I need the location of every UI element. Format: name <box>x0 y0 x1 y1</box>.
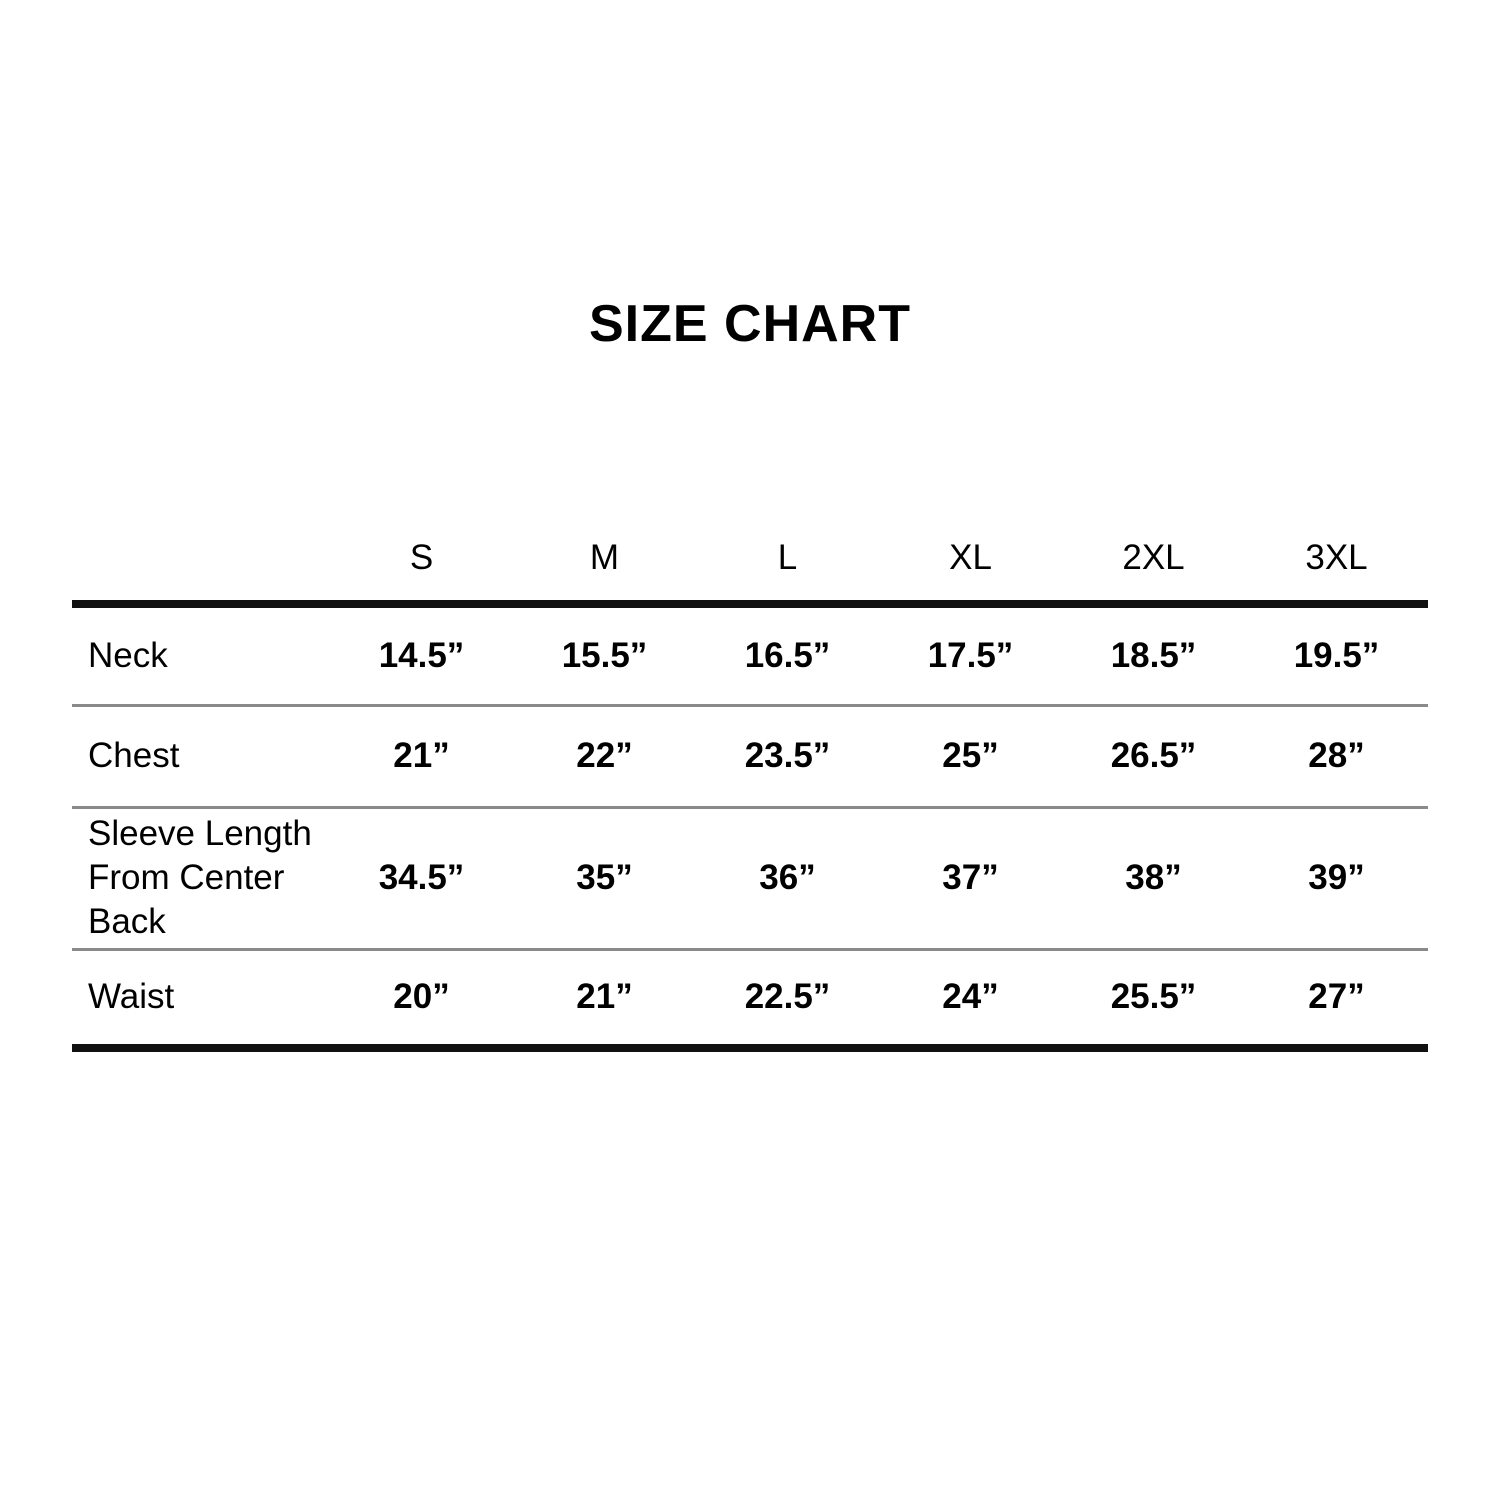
table-row-chest: Chest 21” 22” 23.5” 25” 26.5” 28” <box>72 705 1428 809</box>
row-label: Waist <box>72 949 330 1052</box>
cell-value: 38” <box>1062 807 1245 951</box>
table-row-neck: Neck 14.5” 15.5” 16.5” 17.5” 18.5” 19.5” <box>72 604 1428 707</box>
cell-value: 36” <box>696 807 879 951</box>
row-label: Chest <box>72 705 330 809</box>
cell-value: 34.5” <box>330 807 513 951</box>
cell-value: 21” <box>513 949 696 1052</box>
cell-value: 21” <box>330 705 513 809</box>
cell-value: 19.5” <box>1245 604 1428 707</box>
size-chart-table: S M L XL 2XL 3XL Neck 14.5” 15.5” 16.5” … <box>72 516 1428 1052</box>
table-row-sleeve-length: Sleeve Length From Center Back 34.5” 35”… <box>72 807 1428 951</box>
cell-value: 16.5” <box>696 604 879 707</box>
cell-value: 37” <box>879 807 1062 951</box>
header-cell-3xl: 3XL <box>1245 516 1428 608</box>
page-title: SIZE CHART <box>589 295 911 353</box>
header-cell-xl: XL <box>879 516 1062 608</box>
cell-value: 15.5” <box>513 604 696 707</box>
cell-value: 26.5” <box>1062 705 1245 809</box>
cell-value: 24” <box>879 949 1062 1052</box>
cell-value: 35” <box>513 807 696 951</box>
cell-value: 23.5” <box>696 705 879 809</box>
cell-value: 17.5” <box>879 604 1062 707</box>
row-label: Sleeve Length From Center Back <box>72 807 330 951</box>
cell-value: 25” <box>879 705 1062 809</box>
cell-value: 22.5” <box>696 949 879 1052</box>
header-cell-2xl: 2XL <box>1062 516 1245 608</box>
cell-value: 27” <box>1245 949 1428 1052</box>
header-cell-l: L <box>696 516 879 608</box>
header-cell-m: M <box>513 516 696 608</box>
cell-value: 22” <box>513 705 696 809</box>
cell-value: 18.5” <box>1062 604 1245 707</box>
header-cell-s: S <box>330 516 513 608</box>
cell-value: 25.5” <box>1062 949 1245 1052</box>
cell-value: 28” <box>1245 705 1428 809</box>
cell-value: 14.5” <box>330 604 513 707</box>
cell-value: 39” <box>1245 807 1428 951</box>
header-cell-empty <box>72 516 330 608</box>
cell-value: 20” <box>330 949 513 1052</box>
table-row-waist: Waist 20” 21” 22.5” 24” 25.5” 27” <box>72 949 1428 1052</box>
header-row: S M L XL 2XL 3XL <box>72 516 1428 608</box>
row-label: Neck <box>72 604 330 707</box>
